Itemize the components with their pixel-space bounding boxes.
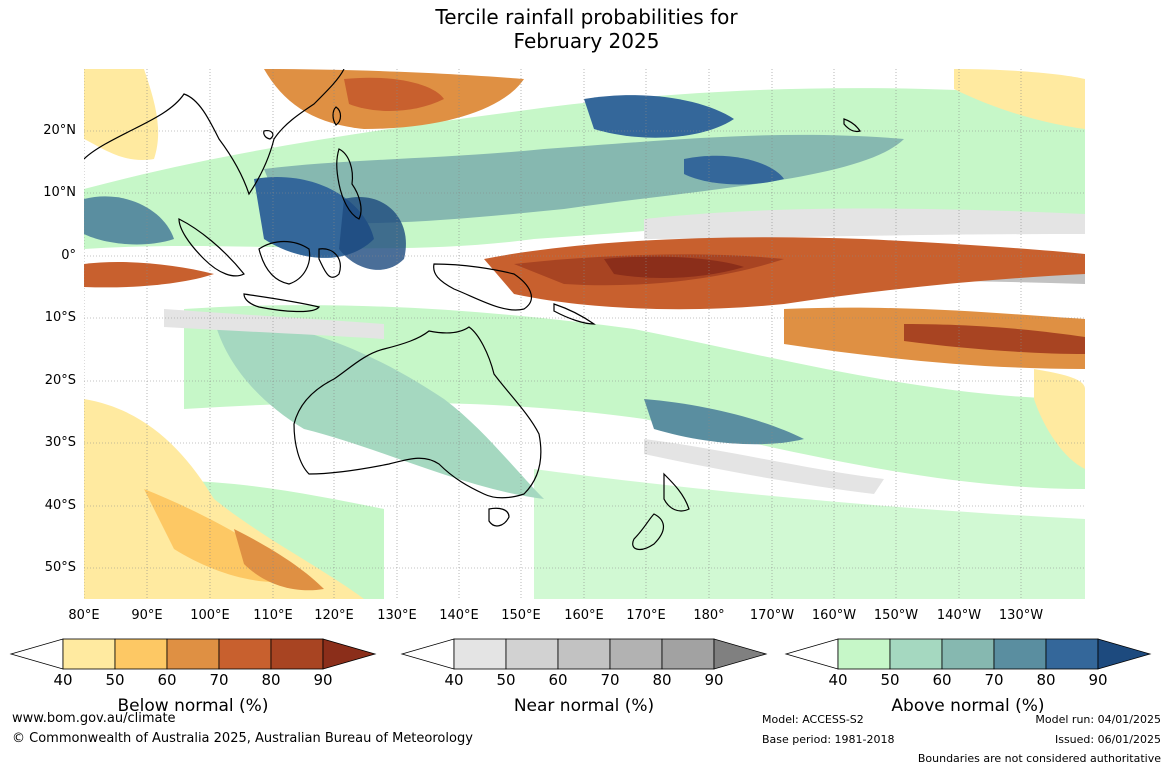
- longitude-label: 80°E: [68, 608, 100, 623]
- map-area: [84, 69, 1085, 599]
- colorbar-tick-label: 70: [209, 671, 229, 689]
- latitude-label: 30°S: [44, 435, 76, 450]
- colorbar-upper-arrow: [322, 638, 377, 670]
- latitude-label: 10°S: [44, 310, 76, 325]
- map-title-line2: February 2025: [513, 29, 660, 53]
- colorbar-lower-arrow: [9, 638, 64, 670]
- colorbar-tick-label: 90: [704, 671, 724, 689]
- longitude-label: 90°E: [131, 608, 163, 623]
- longitude-label: 110°E: [253, 608, 293, 623]
- hawaii-outline: [843, 118, 861, 133]
- colorbar-segment: [505, 638, 559, 670]
- colorbar-below-normal: [9, 638, 377, 670]
- issued-date: Issued: 06/01/2025: [1054, 733, 1161, 746]
- colorbar-near-normal: [400, 638, 768, 670]
- colorbar-segment: [453, 638, 507, 670]
- colorbar-tick-label: 80: [652, 671, 672, 689]
- australia-outline: [293, 326, 542, 499]
- colorbar-tick-label: 80: [1036, 671, 1056, 689]
- colorbar-segment: [557, 638, 611, 670]
- longitude-label: 130°E: [377, 608, 417, 623]
- colorbar-tick-label: 70: [984, 671, 1004, 689]
- copyright-notice: © Commonwealth of Australia 2025, Austra…: [12, 731, 473, 746]
- longitude-label: 130°W: [998, 608, 1044, 623]
- colorbar-title: Above normal (%): [891, 696, 1045, 716]
- graticule: [84, 69, 1085, 599]
- base-period: Base period: 1981-2018: [762, 733, 895, 746]
- colorbar-segment: [62, 638, 116, 670]
- colorbar-upper-arrow: [1097, 638, 1152, 670]
- colorbar-strip: [9, 638, 1152, 670]
- colorbar-lower-arrow: [784, 638, 839, 670]
- taiwan-outline: [332, 106, 342, 126]
- colorbar-tick-label: 40: [828, 671, 848, 689]
- colorbar-segment: [993, 638, 1047, 670]
- longitude-label: 170°E: [626, 608, 666, 623]
- colorbar-title: Below normal (%): [117, 696, 269, 716]
- solomon-islands-outline: [553, 303, 596, 325]
- colorbar-segment: [837, 638, 891, 670]
- colorbar-tick-label: 60: [548, 671, 568, 689]
- colorbar-segment: [1045, 638, 1099, 670]
- longitude-label: 100°E: [190, 608, 230, 623]
- new-guinea-outline: [433, 263, 532, 311]
- website-link[interactable]: www.bom.gov.au/climate: [12, 711, 176, 726]
- longitude-label: 160°W: [811, 608, 857, 623]
- longitude-label: 140°E: [439, 608, 479, 623]
- colorbar-tick-label: 70: [600, 671, 620, 689]
- new-zealand-north-outline: [663, 472, 690, 512]
- sumatra-outline: [178, 218, 245, 277]
- philippines-outline: [336, 148, 362, 220]
- borneo-outline: [258, 240, 311, 285]
- colorbar-above-normal: [784, 638, 1152, 670]
- longitude-label: 140°W: [936, 608, 982, 623]
- longitude-label: 170°W: [749, 608, 795, 623]
- colorbar-tick-label: 40: [444, 671, 464, 689]
- hainan-outline: [263, 130, 274, 140]
- colorbar-lower-arrow: [400, 638, 455, 670]
- colorbar-tick-label: 90: [1088, 671, 1108, 689]
- latitude-label: 40°S: [44, 498, 76, 513]
- rainfall-probability-map: [84, 69, 1085, 599]
- colorbar-segment: [609, 638, 663, 670]
- probability-shading: [84, 69, 1085, 599]
- longitude-label: 160°E: [564, 608, 604, 623]
- latitude-label: 50°S: [44, 560, 76, 575]
- colorbar-segment: [941, 638, 995, 670]
- colorbar-upper-arrow: [713, 638, 768, 670]
- colorbar-segment: [218, 638, 272, 670]
- sulawesi-outline: [318, 248, 341, 278]
- colorbar-tick-label: 80: [261, 671, 281, 689]
- colorbar-tick-label: 60: [157, 671, 177, 689]
- coastlines: [84, 69, 861, 551]
- colorbar-title: Near normal (%): [513, 696, 655, 716]
- boundaries-disclaimer: Boundaries are not considered authoritat…: [917, 752, 1161, 765]
- colorbar-segment: [166, 638, 220, 670]
- tasmania-outline: [488, 507, 510, 527]
- latitude-label: 10°N: [43, 185, 76, 200]
- model-run-date: Model run: 04/01/2025: [1035, 713, 1161, 726]
- map-title-line1: Tercile rainfall probabilities for: [435, 5, 738, 29]
- asia-coast: [84, 69, 345, 196]
- latitude-label: 20°S: [44, 373, 76, 388]
- colorbar-segment: [661, 638, 715, 670]
- latitude-label: 20°N: [43, 123, 76, 138]
- new-zealand-south-outline: [632, 513, 664, 551]
- model-name: Model: ACCESS-S2: [762, 713, 864, 726]
- colorbar-tick-label: 50: [496, 671, 516, 689]
- latitude-label: 0°: [61, 248, 76, 263]
- longitude-label: 180°: [693, 608, 725, 623]
- longitude-label: 120°E: [314, 608, 354, 623]
- longitude-label: 150°W: [873, 608, 919, 623]
- colorbar-segment: [270, 638, 324, 670]
- colorbar-tick-label: 90: [313, 671, 333, 689]
- colorbar-segment: [889, 638, 943, 670]
- colorbar-tick-label: 60: [932, 671, 952, 689]
- java-outline: [243, 293, 321, 313]
- colorbar-segment: [114, 638, 168, 670]
- colorbar-tick-label: 50: [105, 671, 125, 689]
- longitude-label: 150°E: [501, 608, 541, 623]
- colorbar-tick-label: 50: [880, 671, 900, 689]
- colorbar-tick-label: 40: [53, 671, 73, 689]
